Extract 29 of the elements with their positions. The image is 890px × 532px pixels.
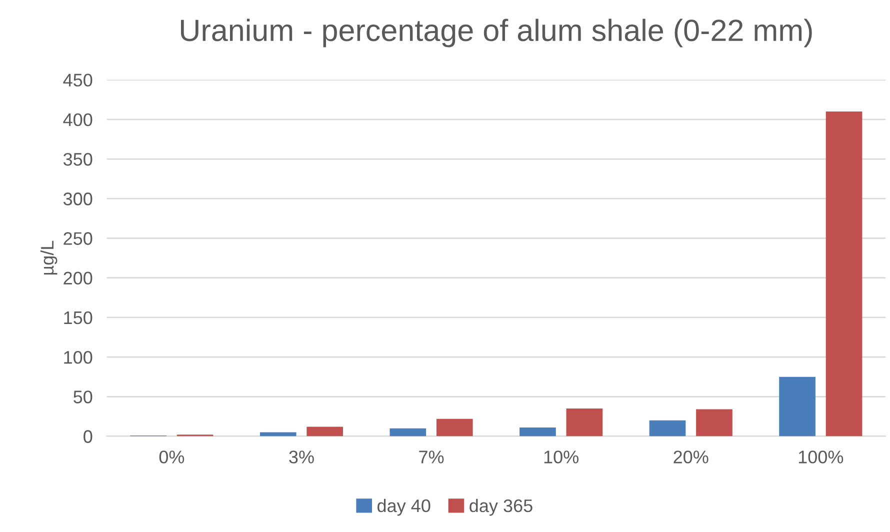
bar: [390, 428, 426, 436]
x-tick-label: 20%: [674, 450, 708, 464]
bar: [696, 409, 732, 436]
chart-title: Uranium - percentage of alum shale (0-22 mm): [180, 18, 812, 48]
x-tick-label: 3%: [289, 450, 314, 464]
y-tick-label: 250: [64, 232, 92, 245]
y-tick-label: 150: [64, 311, 92, 324]
bar: [520, 428, 556, 436]
y-tick-label: 350: [63, 152, 92, 166]
y-tick-label: 300: [63, 192, 92, 206]
y-tick-label: 100: [64, 350, 92, 364]
y-axis-title: µg/L: [40, 240, 58, 275]
x-tick-label: 7%: [419, 450, 444, 464]
x-tick-label: 10%: [544, 450, 578, 464]
y-tick-label: 50: [74, 390, 92, 404]
x-tick-label: 0%: [159, 450, 184, 464]
x-tick-label: 100%: [798, 450, 844, 464]
y-tick-label: 450: [63, 74, 92, 87]
y-tick-label: 200: [64, 272, 92, 285]
bar: [779, 376, 816, 436]
bar: [826, 111, 862, 436]
y-tick-label: 400: [63, 113, 92, 126]
legend-label: day 40: [378, 498, 430, 516]
bar: [649, 420, 686, 436]
bar: [566, 408, 603, 436]
legend-label: day 365: [470, 498, 532, 516]
y-tick-label: 0: [84, 430, 92, 443]
bar: [436, 418, 473, 436]
bar: [306, 426, 344, 436]
